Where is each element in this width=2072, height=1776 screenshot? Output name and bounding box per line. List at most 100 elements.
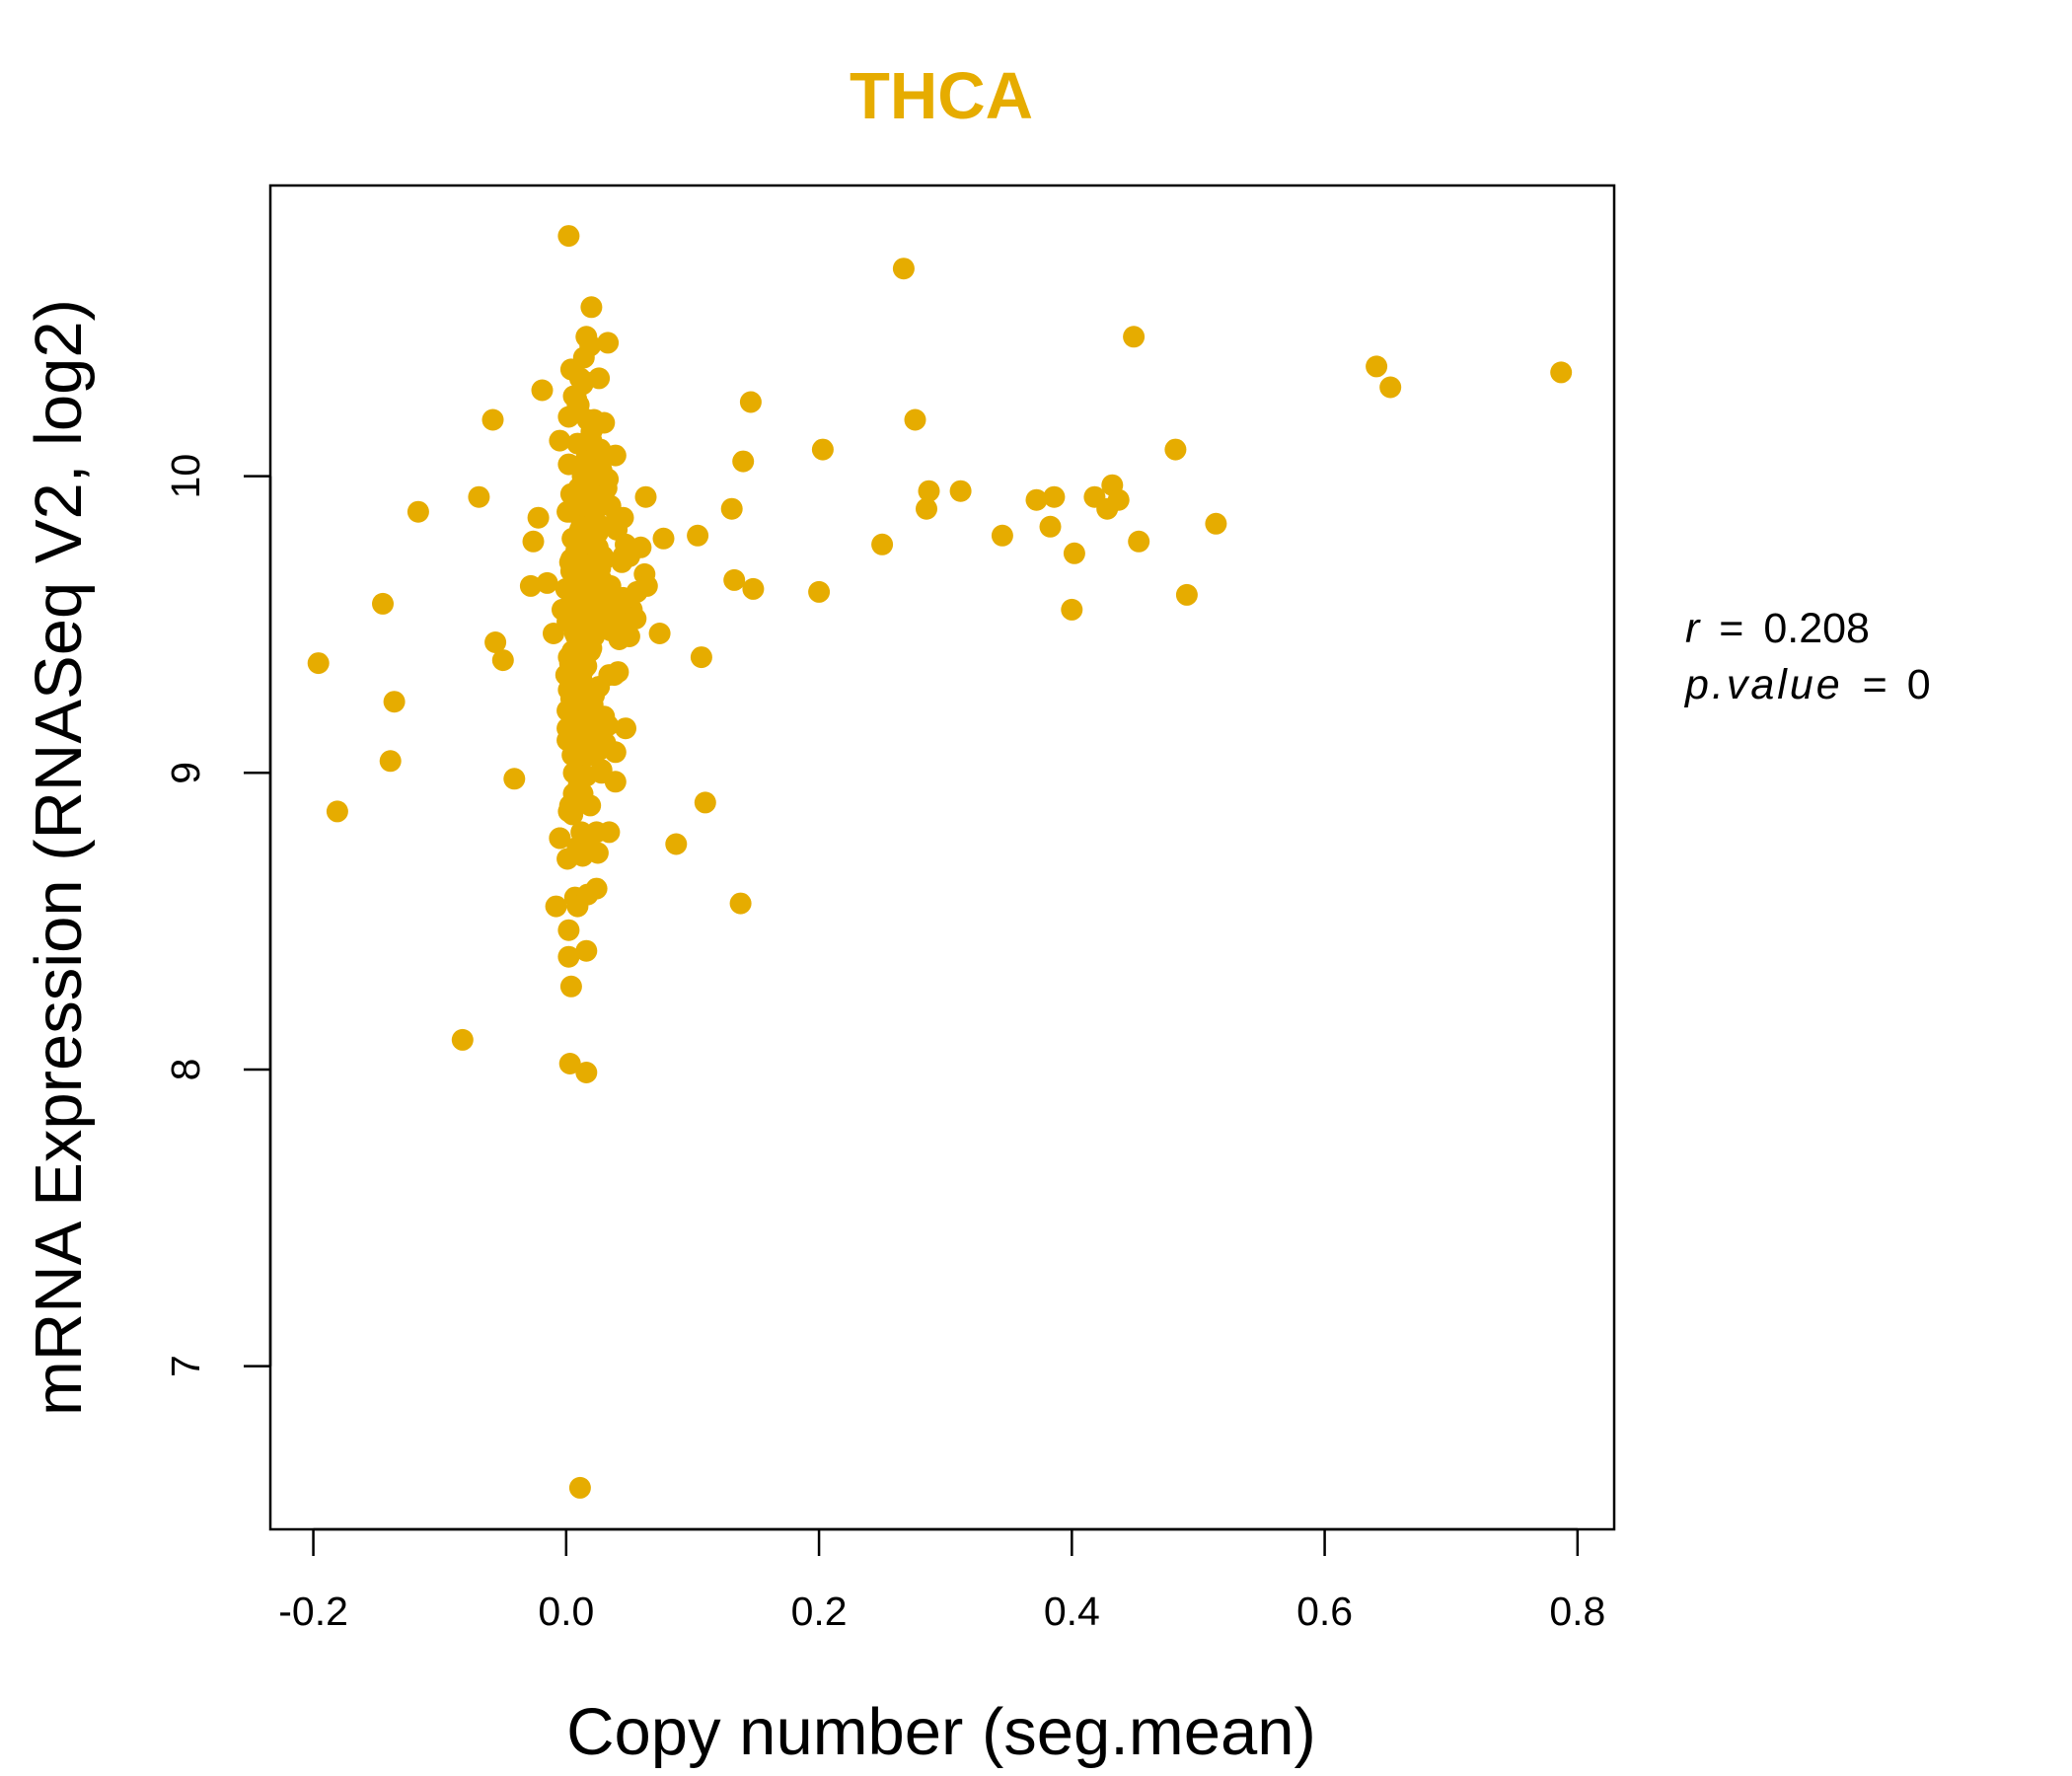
data-point — [571, 735, 594, 758]
data-point — [580, 429, 603, 452]
data-point — [615, 533, 636, 555]
p-label: p.value — [1683, 661, 1843, 708]
x-axis: -0.2 0.0 0.2 0.4 0.6 0.8 — [278, 1527, 1605, 1634]
data-point — [557, 945, 580, 968]
data-point — [604, 771, 627, 793]
data-point — [916, 497, 937, 520]
data-point — [1123, 326, 1146, 348]
data-point — [468, 485, 490, 508]
data-point — [557, 453, 580, 476]
data-point — [565, 388, 588, 410]
data-point — [568, 488, 591, 511]
data-point — [558, 595, 581, 618]
data-point — [481, 408, 504, 431]
data-point — [586, 568, 609, 591]
x-tick-label: 0.4 — [1044, 1589, 1100, 1634]
data-point — [579, 794, 602, 817]
data-point — [559, 975, 582, 998]
r-value: 0.208 — [1763, 605, 1870, 652]
data-point — [687, 524, 709, 547]
data-point — [561, 640, 584, 662]
data-point — [574, 842, 596, 864]
data-point — [1379, 376, 1402, 399]
data-point — [383, 691, 406, 713]
data-point — [561, 803, 584, 826]
data-point — [991, 524, 1013, 547]
data-point — [612, 506, 634, 529]
data-point — [307, 652, 330, 675]
data-point — [570, 667, 593, 690]
data-point — [568, 367, 591, 390]
data-point — [574, 524, 596, 547]
chart-title: THCA — [850, 59, 1033, 133]
data-point — [572, 346, 595, 369]
data-point — [527, 506, 550, 529]
data-point — [575, 1062, 598, 1083]
data-point — [519, 574, 542, 597]
x-tick-label: 0.2 — [791, 1589, 848, 1634]
x-axis-title: Copy number (seg.mean) — [566, 1695, 1316, 1769]
p-equals: = — [1863, 661, 1887, 708]
data-point — [545, 895, 567, 918]
data-point — [597, 468, 620, 490]
data-point — [585, 821, 608, 844]
data-point — [1366, 355, 1388, 378]
data-point — [503, 768, 526, 790]
data-point — [871, 533, 894, 555]
data-point — [576, 883, 599, 906]
data-point — [593, 548, 616, 570]
data-point — [575, 326, 598, 348]
data-point — [1205, 512, 1227, 535]
data-point — [565, 542, 588, 564]
data-point — [549, 429, 571, 452]
data-point — [607, 661, 629, 684]
data-point — [723, 568, 746, 591]
data-point — [892, 258, 915, 280]
data-point — [407, 500, 429, 523]
data-point — [379, 750, 402, 773]
data-point — [556, 848, 579, 870]
x-tick-label: 0.8 — [1549, 1589, 1605, 1634]
data-point — [575, 939, 598, 962]
data-point — [742, 577, 765, 600]
data-point — [531, 379, 554, 402]
r-label: r — [1685, 605, 1701, 652]
data-point — [648, 623, 671, 644]
data-point — [484, 631, 507, 653]
data-point — [557, 225, 580, 248]
plot-frame — [268, 184, 1616, 1531]
data-point — [729, 892, 752, 915]
data-point — [611, 551, 633, 573]
data-point — [1039, 515, 1062, 538]
data-point — [1175, 583, 1198, 606]
y-axis-title: mRNA Expression (RNASeq V2, log2) — [22, 299, 96, 1416]
data-point — [549, 827, 571, 850]
x-tick-label: 0.0 — [538, 1589, 594, 1634]
data-point — [597, 332, 620, 354]
data-point — [558, 1053, 581, 1074]
data-point — [808, 580, 831, 603]
data-point — [576, 459, 599, 481]
data-point — [634, 485, 657, 508]
data-point — [1043, 485, 1066, 508]
data-point — [580, 296, 603, 319]
data-point — [556, 717, 579, 740]
data-point — [1550, 361, 1573, 384]
data-point — [1061, 598, 1083, 621]
data-point — [949, 480, 972, 502]
data-point — [583, 685, 605, 707]
data-point — [1107, 488, 1130, 511]
r-equals: = — [1719, 605, 1743, 652]
data-point — [491, 649, 514, 672]
data-point — [615, 717, 636, 740]
p-value: 0 — [1907, 661, 1931, 708]
data-point — [918, 480, 940, 502]
data-point — [618, 626, 640, 647]
data-point — [904, 408, 926, 431]
data-point — [1025, 488, 1048, 511]
data-point — [561, 691, 584, 713]
y-axis: 7 8 9 10 — [163, 454, 272, 1377]
data-point — [326, 800, 348, 823]
x-tick-label: -0.2 — [278, 1589, 348, 1634]
